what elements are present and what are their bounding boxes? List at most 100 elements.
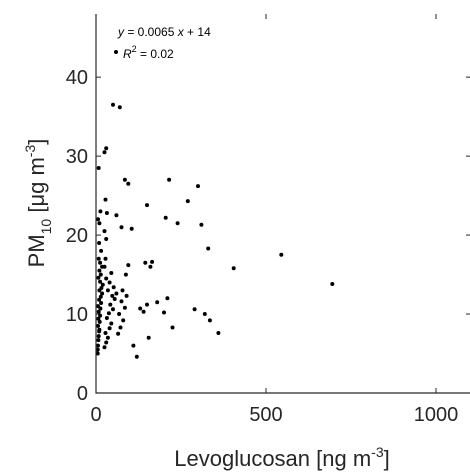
data-point <box>196 184 200 189</box>
y-tick-label: 10 <box>66 304 88 326</box>
data-point <box>96 309 101 314</box>
data-point <box>126 181 131 186</box>
data-point <box>165 296 170 301</box>
data-point <box>106 311 111 316</box>
data-point <box>146 335 151 340</box>
data-point <box>202 312 207 316</box>
data-point <box>97 327 102 332</box>
data-point <box>141 309 146 314</box>
data-point <box>99 248 104 253</box>
data-point <box>102 150 107 155</box>
data-point <box>170 325 175 330</box>
y-tick-label: 40 <box>66 67 88 89</box>
data-point <box>138 306 143 311</box>
data-point <box>95 347 100 352</box>
data-point <box>98 313 103 318</box>
plot-frame <box>95 14 470 394</box>
data-point <box>117 105 122 110</box>
data-point <box>107 280 112 285</box>
data-point <box>102 264 107 269</box>
data-point <box>104 237 109 241</box>
data-point <box>99 301 104 305</box>
x-tick-label: 500 <box>249 404 282 426</box>
data-point <box>116 331 121 336</box>
data-point <box>148 264 153 269</box>
data-point <box>96 166 101 170</box>
data-point <box>279 252 284 257</box>
data-point <box>206 246 211 251</box>
data-point <box>96 338 101 343</box>
data-point <box>104 211 109 215</box>
data-point <box>100 282 105 287</box>
x-tick-label: 1000 <box>414 404 459 426</box>
data-point <box>110 293 115 298</box>
data-point <box>109 321 114 326</box>
data-point <box>96 304 100 309</box>
data-point <box>107 326 112 331</box>
data-point <box>98 209 103 214</box>
data-point <box>98 294 103 299</box>
data-point <box>96 323 100 328</box>
data-point <box>199 222 204 227</box>
data-point <box>145 302 149 307</box>
data-point <box>207 318 212 323</box>
data-point <box>119 225 124 230</box>
data-point <box>104 316 109 320</box>
data-point <box>103 331 108 335</box>
data-point <box>99 286 104 290</box>
y-tick-label: 0 <box>77 383 88 405</box>
data-point <box>95 351 100 356</box>
data-point <box>123 272 128 277</box>
data-point <box>143 260 148 265</box>
data-point <box>105 335 110 340</box>
data-point <box>145 203 149 208</box>
data-point <box>231 266 236 271</box>
data-point <box>96 256 101 261</box>
data-point <box>150 259 155 264</box>
data-point <box>111 307 115 312</box>
x-tick-label: 0 <box>90 404 101 426</box>
data-point <box>112 297 117 301</box>
data-point <box>105 288 110 293</box>
data-point <box>120 288 125 293</box>
data-point <box>192 307 197 312</box>
data-point <box>104 146 109 151</box>
data-point <box>96 217 100 222</box>
data-point <box>100 291 105 296</box>
y-tick-label: 20 <box>66 225 88 247</box>
regression-annotation: y = 0.0065 x + 14 R2 = 0.02 <box>114 25 211 61</box>
data-point <box>114 291 119 296</box>
y-axis-title: PM10 [μg m-3] <box>22 139 54 268</box>
data-point <box>98 272 103 277</box>
data-point <box>134 354 139 359</box>
data-point <box>163 215 168 220</box>
y-tick-label: 30 <box>66 146 88 168</box>
data-point <box>98 279 103 284</box>
data-point <box>118 325 123 330</box>
data-point <box>122 305 127 310</box>
data-point <box>155 300 160 305</box>
data-point <box>117 312 122 316</box>
data-point <box>96 275 101 280</box>
data-point <box>111 102 115 107</box>
data-point <box>104 276 109 281</box>
data-point <box>111 285 116 290</box>
data-point <box>102 229 107 234</box>
data-point <box>122 177 127 182</box>
data-point <box>119 299 124 304</box>
x-axis-title: Levoglucosan [ng m-3] <box>174 444 389 471</box>
scatter-points <box>95 102 335 359</box>
data-point <box>185 199 190 204</box>
data-point <box>97 297 102 302</box>
data-point <box>96 334 101 339</box>
data-point <box>121 318 126 323</box>
axis-ticks: 0 500 1000 0 10 20 30 40 <box>66 14 470 426</box>
data-point <box>104 340 109 345</box>
annotation-marker <box>114 50 118 54</box>
data-point <box>109 271 114 275</box>
regression-equation: y = 0.0065 x + 14 <box>117 25 211 39</box>
data-point <box>124 293 129 298</box>
data-point <box>97 319 102 324</box>
data-point <box>103 197 108 202</box>
